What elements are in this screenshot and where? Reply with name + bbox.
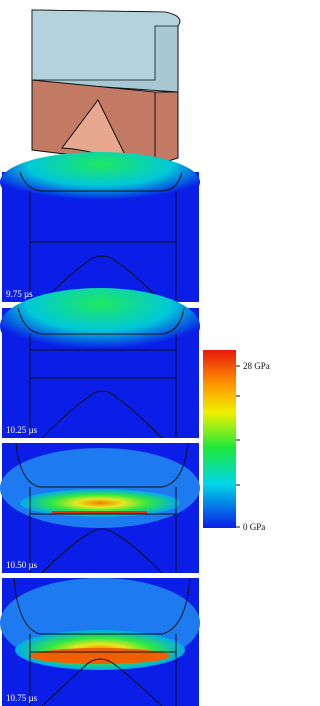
panel: 10.50 µs	[0, 442, 200, 574]
colorbar-min-label: 0 GPa	[243, 522, 265, 532]
time-label: 9.75 µs	[6, 289, 33, 299]
panel: 10.25 µs	[0, 288, 200, 439]
time-label: 10.50 µs	[6, 560, 38, 570]
specimen-3d	[31, 9, 181, 166]
colorbar-max-label: 28 GPa	[243, 361, 270, 371]
time-label: 10.75 µs	[6, 693, 38, 703]
panel: 10.75 µs	[0, 577, 200, 706]
figure: 9.75 µs 10.25 µs 10.50 µs 10.75 µs 28 GP…	[0, 9, 270, 706]
panel: 9.75 µs	[0, 152, 200, 303]
colorbar: 28 GPa 0 GPa	[203, 350, 270, 532]
time-label: 10.25 µs	[6, 425, 38, 435]
